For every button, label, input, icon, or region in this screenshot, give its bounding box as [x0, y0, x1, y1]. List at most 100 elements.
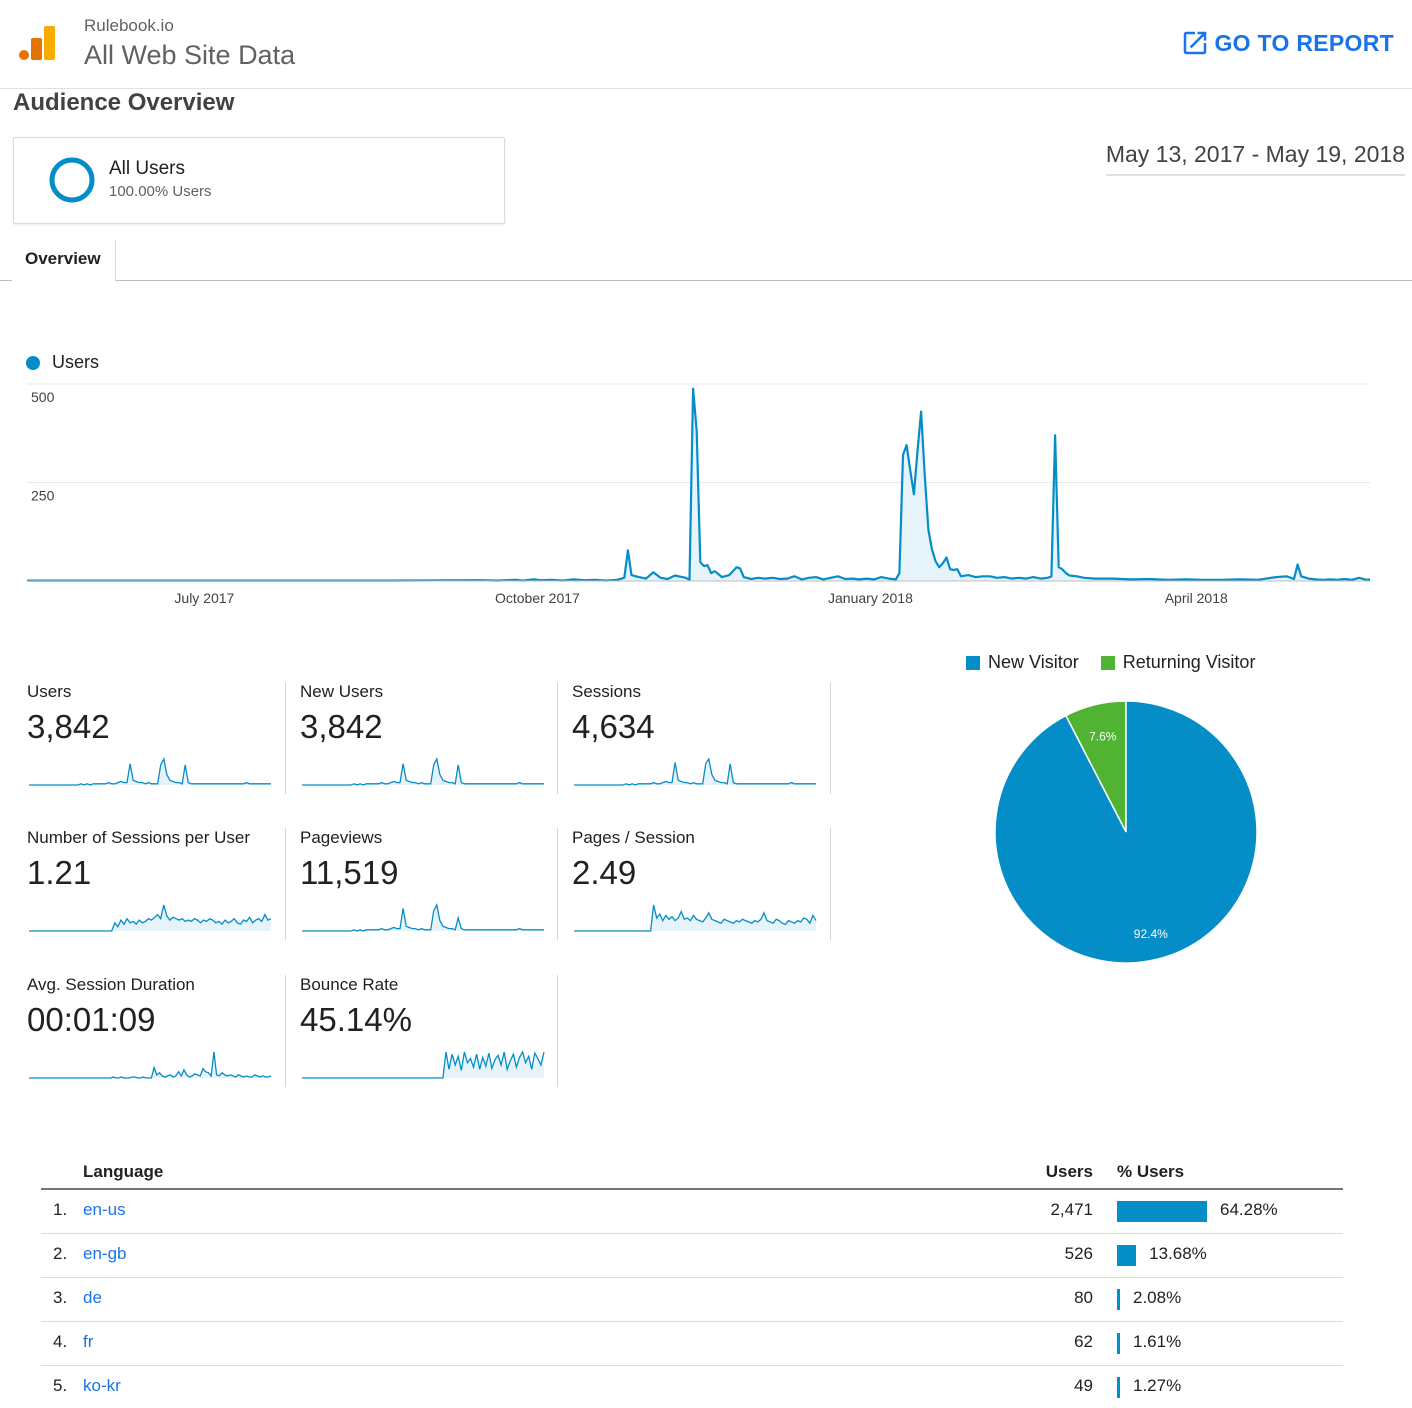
returning-visitor-swatch — [1100, 655, 1115, 670]
x-tick-label: October 2017 — [495, 590, 580, 606]
row-rank: 2. — [53, 1244, 68, 1263]
table-row: 3. de 80 2.08% — [41, 1278, 1343, 1322]
row-pct: 1.61% — [1133, 1332, 1182, 1351]
sparkline-area — [29, 905, 271, 931]
tab-bar: Overview — [0, 240, 1412, 281]
metric-sparkline — [29, 904, 272, 932]
x-tick-label: January 2018 — [828, 590, 913, 606]
row-language-link[interactable]: ko-kr — [83, 1376, 121, 1395]
chart-legend: Users — [26, 352, 99, 373]
header-language: Language — [83, 1162, 164, 1181]
sparkline-area — [302, 759, 544, 785]
sparkline-line — [302, 1050, 545, 1079]
sparkline-line — [574, 904, 817, 932]
row-users: 80 — [1074, 1288, 1093, 1307]
table-row: 2. en-gb 526 13.68% — [41, 1234, 1343, 1278]
metric-pageviews[interactable]: Pageviews 11,519 — [273, 828, 558, 940]
sparkline-area — [574, 759, 816, 785]
pie-legend: New Visitor Returning Visitor — [966, 652, 1255, 673]
metric-sessions-per-user[interactable]: Number of Sessions per User 1.21 — [0, 828, 286, 940]
legend-new-visitor[interactable]: New Visitor — [966, 652, 1079, 673]
metric-value: 3,842 — [27, 708, 110, 745]
segment-card[interactable]: All Users 100.00% Users — [13, 137, 505, 224]
header-users: Users — [1045, 1162, 1093, 1181]
analytics-logo-icon — [19, 26, 55, 60]
metric-sparkline — [29, 1051, 272, 1079]
users-legend-label: Users — [52, 352, 100, 372]
table-row: 5. ko-kr 49 1.27% — [41, 1366, 1343, 1408]
row-pct: 64.28% — [1219, 1200, 1278, 1219]
metric-sparkline — [574, 904, 817, 932]
series-line-users — [27, 387, 1371, 582]
table-row: 1. en-us 2,471 64.28% — [41, 1190, 1343, 1234]
metric-sparkline — [302, 1050, 545, 1079]
row-users: 49 — [1074, 1376, 1093, 1395]
metric-name: Pageviews — [300, 828, 383, 847]
metric-new-users[interactable]: New Users 3,842 — [273, 682, 558, 794]
go-to-report-button[interactable]: GO TO REPORT — [1180, 28, 1394, 58]
row-language-link[interactable]: fr — [83, 1332, 94, 1351]
language-table: Language Users % Users 1. en-us 2,471 64… — [41, 1158, 1343, 1408]
metric-value: 3,842 — [300, 708, 383, 745]
metric-pages-per-session[interactable]: Pages / Session 2.49 — [545, 828, 831, 940]
metric-avg-session-duration[interactable]: Avg. Session Duration 00:01:09 — [0, 975, 286, 1087]
metric-sessions[interactable]: Sessions 4,634 — [545, 682, 831, 794]
metric-name: Bounce Rate — [300, 975, 399, 994]
sparkline-area — [302, 905, 544, 931]
date-range-picker[interactable]: May 13, 2017 - May 19, 2018 — [1105, 141, 1405, 176]
metric-bounce-rate[interactable]: Bounce Rate 45.14% — [273, 975, 558, 1087]
metric-value: 45.14% — [300, 1001, 412, 1038]
metric-users[interactable]: Users 3,842 — [0, 682, 286, 794]
sparkline-area — [29, 759, 271, 785]
row-language-link[interactable]: en-gb — [83, 1244, 127, 1263]
row-rank: 4. — [53, 1332, 68, 1351]
row-pct-bar — [1117, 1245, 1137, 1266]
table-row: 4. fr 62 1.61% — [41, 1322, 1343, 1366]
visitor-type-pie-chart: 7.6% 92.4% — [994, 700, 1258, 964]
metric-name: New Users — [300, 682, 384, 701]
metric-value: 1.21 — [27, 854, 92, 891]
pie-slice-label: 7.6% — [1089, 730, 1117, 744]
report-header: Rulebook.io All Web Site Data GO TO REPO… — [0, 0, 1412, 89]
row-users: 62 — [1074, 1332, 1093, 1351]
sparkline-line — [29, 1051, 272, 1079]
row-pct: 13.68% — [1149, 1244, 1207, 1263]
metric-value: 4,634 — [572, 708, 655, 745]
sparkline-line — [302, 903, 544, 932]
row-language-link[interactable]: de — [83, 1288, 102, 1307]
sparkline-line — [29, 904, 272, 932]
metric-sparkline — [574, 757, 816, 786]
pie-slice-new-visitor — [994, 700, 1258, 964]
metric-value: 2.49 — [572, 854, 637, 891]
metric-sparkline — [29, 757, 271, 786]
metric-name: Users — [27, 682, 72, 701]
row-pct-bar — [1117, 1333, 1120, 1354]
users-legend-dot — [26, 355, 40, 370]
users-line-chart: 500 250 July 2017 October 2017 January 2018 A… — [27, 383, 1371, 606]
account-name: Rulebook.io — [84, 16, 174, 35]
row-users: 2,471 — [1050, 1200, 1093, 1219]
sparkline-line — [574, 757, 816, 786]
legend-returning-visitor[interactable]: Returning Visitor — [1100, 652, 1256, 673]
y-tick-label: 500 — [31, 389, 55, 405]
metric-name: Number of Sessions per User — [27, 828, 250, 847]
open-in-new-icon — [1184, 31, 1207, 55]
x-tick-label: April 2018 — [1165, 590, 1228, 606]
row-rank: 3. — [53, 1288, 68, 1307]
table-header: Language Users % Users — [41, 1158, 1343, 1190]
y-tick-label: 250 — [31, 488, 55, 504]
metric-value: 11,519 — [300, 854, 399, 891]
row-pct: 1.27% — [1133, 1376, 1182, 1395]
row-pct-bar — [1117, 1289, 1120, 1310]
metric-name: Sessions — [572, 682, 641, 701]
segment-name: All Users — [109, 158, 186, 179]
row-language-link[interactable]: en-us — [83, 1200, 126, 1219]
legend-label: Returning Visitor — [1122, 652, 1256, 672]
sparkline-line — [29, 757, 271, 786]
metric-name: Pages / Session — [572, 828, 695, 847]
row-users: 526 — [1064, 1244, 1093, 1263]
go-to-report-label: GO TO REPORT — [1214, 29, 1394, 56]
series-area — [27, 388, 1370, 581]
row-pct-bar — [1117, 1377, 1120, 1398]
tab-overview[interactable]: Overview — [12, 240, 116, 281]
